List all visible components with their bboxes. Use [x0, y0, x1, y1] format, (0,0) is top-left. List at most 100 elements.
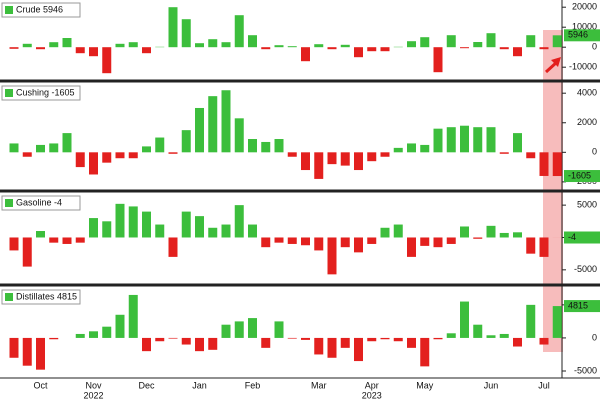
bar [393, 147, 403, 153]
bar [460, 125, 469, 153]
legend-swatch [5, 6, 13, 14]
value-tag [564, 29, 600, 42]
value-tag [564, 231, 600, 244]
bar [446, 35, 456, 48]
bar [460, 47, 469, 49]
bar [407, 237, 416, 257]
bar [513, 337, 522, 347]
bar [22, 152, 32, 157]
legend-name: Cushing [16, 88, 49, 98]
bar [539, 237, 549, 257]
bar [22, 237, 32, 267]
bar [460, 226, 469, 238]
x-year-label: 2023 [362, 390, 382, 400]
bar [248, 35, 257, 48]
bar [22, 337, 32, 366]
bar [301, 237, 310, 246]
bar [195, 107, 204, 153]
bar [433, 128, 443, 153]
bar [208, 39, 218, 48]
legend-swatch [5, 199, 13, 207]
bar [155, 224, 165, 238]
bar [367, 337, 377, 342]
bar [274, 139, 284, 153]
bar [128, 42, 138, 48]
y-tick-label: 2000 [577, 117, 597, 127]
bar [89, 47, 98, 57]
value-tag [564, 170, 600, 183]
bar [49, 237, 59, 243]
legend-value: -1605 [52, 88, 75, 98]
bar [181, 130, 191, 153]
bar [75, 237, 85, 243]
bar [314, 44, 324, 48]
bar [367, 152, 377, 162]
bar [128, 206, 138, 238]
bar [526, 152, 536, 159]
bar [393, 224, 403, 238]
bar [539, 152, 549, 176]
bar [473, 324, 483, 338]
bar [234, 205, 244, 238]
bar [499, 47, 509, 50]
bar [526, 35, 536, 48]
bar [420, 237, 430, 246]
bar [354, 47, 363, 58]
bar [75, 152, 85, 168]
legend-swatch [5, 293, 13, 301]
bar [287, 337, 297, 339]
bar [168, 237, 178, 257]
bar [9, 143, 19, 153]
bar [195, 337, 204, 352]
bar [128, 294, 138, 338]
bar [327, 47, 337, 50]
bar [49, 42, 59, 48]
y-tick-label: 0 [592, 332, 597, 342]
legend-label: Gasoline -4 [16, 198, 62, 208]
bar [75, 333, 85, 338]
bar [49, 337, 59, 340]
bar [354, 152, 363, 171]
bar [274, 321, 284, 338]
bar [354, 237, 363, 253]
bar [340, 237, 350, 248]
bar [261, 47, 271, 50]
bar [221, 324, 231, 338]
bar [486, 33, 496, 48]
bar [221, 90, 231, 153]
y-tick-label: 20000 [572, 2, 597, 12]
bar [89, 152, 98, 175]
legend-value: 5946 [43, 5, 63, 15]
bar [327, 152, 337, 165]
bar [208, 227, 218, 238]
bar [102, 152, 112, 163]
bar [195, 216, 204, 238]
bar [261, 237, 271, 248]
y-tick-label: -10000 [569, 62, 597, 72]
bar [89, 218, 98, 238]
bar [22, 43, 32, 48]
bar [221, 224, 231, 238]
bar [234, 321, 244, 338]
bar [354, 337, 363, 362]
bar [407, 143, 416, 153]
bar [62, 133, 72, 153]
y-tick-label: -5000 [574, 264, 597, 274]
bar [433, 237, 443, 248]
bar [181, 211, 191, 238]
bar [460, 301, 469, 338]
bar [9, 47, 19, 49]
bar [36, 337, 45, 370]
bar [102, 47, 112, 74]
legend-label: Distillates 4815 [16, 292, 77, 302]
bar [248, 224, 257, 238]
bar [155, 337, 165, 342]
bar [433, 337, 443, 340]
bar [380, 227, 390, 238]
bar [407, 337, 416, 348]
bar [499, 232, 509, 238]
bar [261, 141, 271, 153]
bar [420, 144, 430, 153]
legend-value: -4 [54, 198, 62, 208]
bar [380, 152, 390, 157]
